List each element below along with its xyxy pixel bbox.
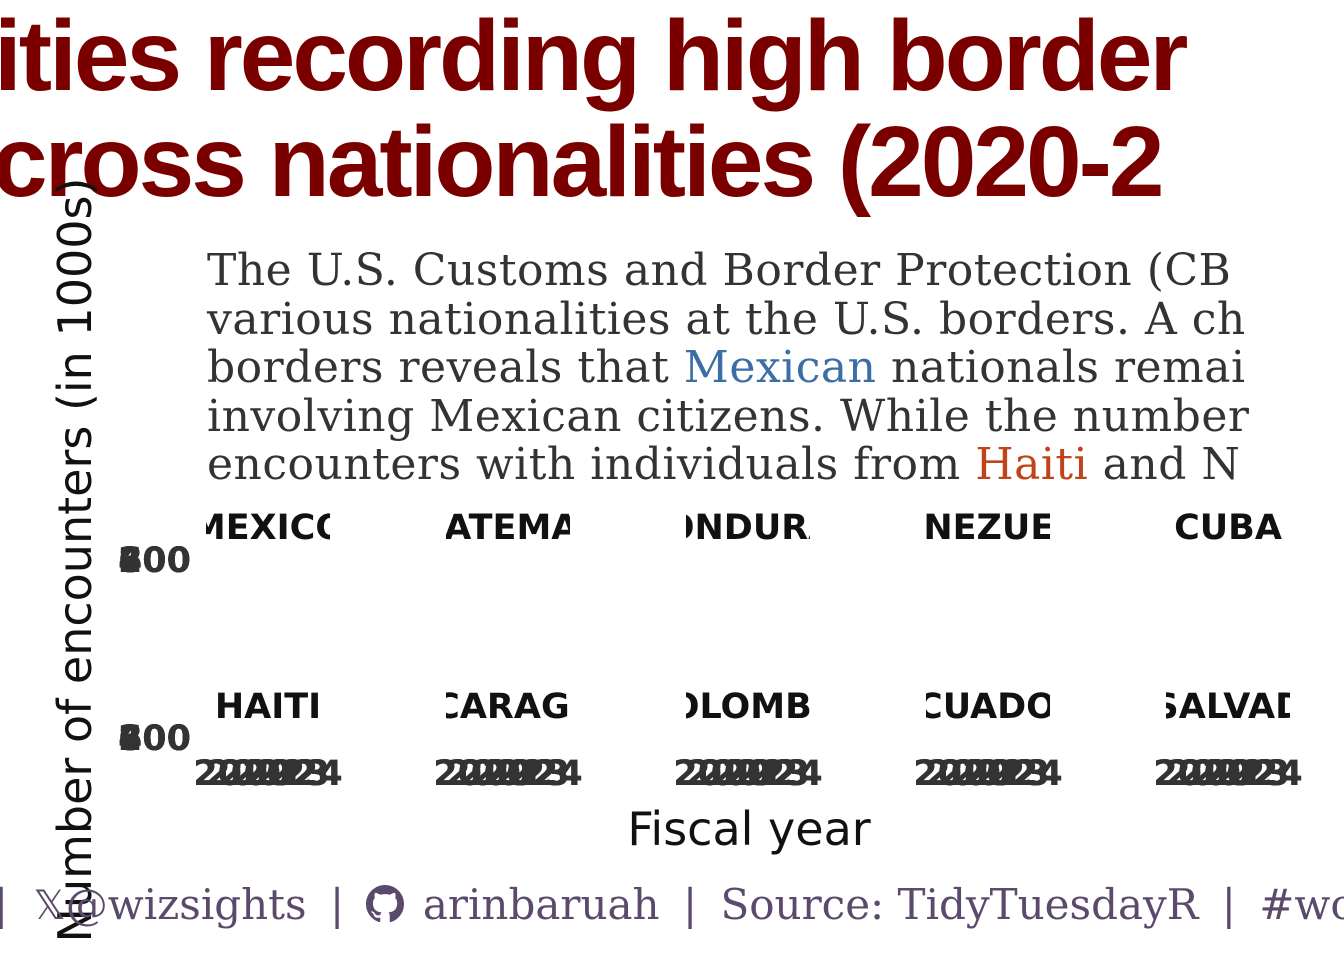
x-tick-label: 2021 bbox=[926, 754, 1023, 794]
subtitle-line-5: encounters with individuals from Haiti a… bbox=[207, 439, 1249, 490]
y-axis-label: Number of encounters (in 1000s) bbox=[48, 177, 102, 943]
x-tick-label: 2023 bbox=[232, 754, 329, 794]
y-tick-label: 600 bbox=[118, 719, 191, 759]
github-handle: arinbaruah bbox=[422, 880, 660, 929]
subtitle-line-3: borders reveals that Mexican nationals r… bbox=[207, 342, 1249, 393]
facet-strip-label: VENEZUELA bbox=[872, 508, 1103, 548]
x-tick-label: 2021 bbox=[206, 754, 303, 794]
x-tick-label: 2022 bbox=[699, 754, 796, 794]
x-tick-label: 2020 bbox=[433, 754, 530, 794]
x-tick-label: 2022 bbox=[219, 754, 316, 794]
x-tick-label: 2020 bbox=[1153, 754, 1250, 794]
caption-separator: | bbox=[329, 880, 345, 929]
y-tick-label: 0 bbox=[167, 719, 191, 759]
y-tick-label: 400 bbox=[118, 541, 191, 581]
caption-separator: | bbox=[1221, 880, 1236, 929]
subtitle-line-5-post: and N bbox=[1088, 439, 1241, 490]
x-tick-label: 2022 bbox=[939, 754, 1036, 794]
x-tick-label: 2020 bbox=[673, 754, 770, 794]
x-tick-label: 2024 bbox=[1205, 754, 1302, 794]
facet-strip-label: EL SALVADOR bbox=[1095, 687, 1344, 727]
x-tick-label: 2020 bbox=[193, 754, 290, 794]
x-tick-label: 2020 bbox=[673, 754, 770, 794]
x-tick-label: 2021 bbox=[926, 754, 1023, 794]
facet-strip-label: CUBA bbox=[1174, 508, 1282, 548]
x-tick-label: 2020 bbox=[913, 754, 1010, 794]
x-tick-label: 2023 bbox=[712, 754, 809, 794]
hashtag: #wor bbox=[1259, 880, 1344, 929]
facet-strip-label: NICARAGUA bbox=[392, 687, 624, 727]
y-tick-label: 800 bbox=[118, 541, 191, 581]
mexican-highlight: Mexican bbox=[683, 342, 877, 393]
caption-separator: | bbox=[682, 880, 698, 929]
x-tick-label: 2021 bbox=[686, 754, 783, 794]
chart-title-line-1: ities recording high border bbox=[0, 0, 1188, 112]
x-tick-label: 2020 bbox=[193, 754, 290, 794]
x-tick-label: 2021 bbox=[1166, 754, 1263, 794]
x-tick-label: 2024 bbox=[965, 754, 1062, 794]
subtitle-line-3-post: nationals remai bbox=[876, 342, 1246, 393]
chart-title-line-2: cross nationalities (2020-2 bbox=[0, 106, 1165, 218]
y-tick-label: 200 bbox=[118, 541, 191, 581]
x-tick-label: 2023 bbox=[232, 754, 329, 794]
x-tick-label: 2020 bbox=[1153, 754, 1250, 794]
chart-subtitle: The U.S. Customs and Border Protection (… bbox=[207, 245, 1250, 490]
x-tick-label: 2021 bbox=[446, 754, 543, 794]
x-tick-label: 2022 bbox=[699, 754, 796, 794]
x-tick-label: 2021 bbox=[206, 754, 303, 794]
x-tick-label: 2024 bbox=[485, 754, 582, 794]
subtitle-line-1: The U.S. Customs and Border Protection (… bbox=[207, 245, 1232, 296]
x-tick-label: 2020 bbox=[913, 754, 1010, 794]
x-tick-label: 2023 bbox=[472, 754, 569, 794]
x-tick-label: 2021 bbox=[446, 754, 543, 794]
facet-strip-label: HAITI bbox=[215, 687, 321, 727]
x-tick-label: 2024 bbox=[1205, 754, 1302, 794]
facet-strip-label: HONDURAS bbox=[635, 508, 860, 548]
x-tick-label: 2023 bbox=[712, 754, 809, 794]
x-tick-label: 2023 bbox=[952, 754, 1049, 794]
x-tick-label: 2022 bbox=[1179, 754, 1276, 794]
caption: | 𝕏@wizsights | arinbaruah | Source: Tid… bbox=[0, 880, 1344, 933]
x-tick-label: 2024 bbox=[485, 754, 582, 794]
subtitle-line-4: involving Mexican citizens. While the nu… bbox=[207, 390, 1250, 442]
facet-strip-label: COLOMBIA bbox=[644, 687, 852, 727]
x-tick-label: 2023 bbox=[472, 754, 569, 794]
data-source: Source: TidyTuesdayR bbox=[720, 880, 1199, 929]
github-icon bbox=[365, 884, 404, 933]
x-tick-label: 2020 bbox=[433, 754, 530, 794]
x-tick-label: 2024 bbox=[725, 754, 822, 794]
x-tick-label: 2022 bbox=[459, 754, 556, 794]
caption-separator: | bbox=[0, 880, 9, 929]
x-tick-label: 2022 bbox=[459, 754, 556, 794]
x-tick-label: 2024 bbox=[245, 754, 342, 794]
y-tick-label: 0 bbox=[167, 541, 191, 581]
x-logo-icon: 𝕏 bbox=[33, 883, 66, 929]
x-tick-label: 2023 bbox=[1192, 754, 1289, 794]
x-tick-label: 2023 bbox=[1192, 754, 1289, 794]
x-tick-label: 2022 bbox=[219, 754, 316, 794]
x-handle: @wizsights bbox=[65, 880, 307, 929]
subtitle-line-3-pre: borders reveals that bbox=[207, 342, 684, 393]
facet-strip-label: GUATEMALA bbox=[388, 508, 628, 548]
x-tick-label: 2022 bbox=[1179, 754, 1276, 794]
haiti-highlight: Haiti bbox=[975, 439, 1089, 490]
x-tick-label: 2022 bbox=[939, 754, 1036, 794]
x-tick-label: 2021 bbox=[686, 754, 783, 794]
facet-strip-label: MEXICO bbox=[191, 508, 345, 548]
x-tick-label: 2024 bbox=[725, 754, 822, 794]
x-tick-label: 2023 bbox=[952, 754, 1049, 794]
subtitle-line-2: various nationalities at the U.S. border… bbox=[207, 293, 1246, 345]
x-tick-label: 2024 bbox=[245, 754, 342, 794]
x-tick-label: 2021 bbox=[1166, 754, 1263, 794]
x-axis-label: Fiscal year bbox=[627, 802, 871, 856]
y-tick-label: 600 bbox=[118, 541, 191, 581]
x-tick-label: 2024 bbox=[965, 754, 1062, 794]
y-tick-label: 200 bbox=[118, 719, 191, 759]
facet-strip-label: ECUADOR bbox=[893, 687, 1083, 727]
y-tick-label: 800 bbox=[118, 719, 191, 759]
y-tick-label: 400 bbox=[118, 719, 191, 759]
subtitle-line-5-pre: encounters with individuals from bbox=[207, 439, 976, 490]
